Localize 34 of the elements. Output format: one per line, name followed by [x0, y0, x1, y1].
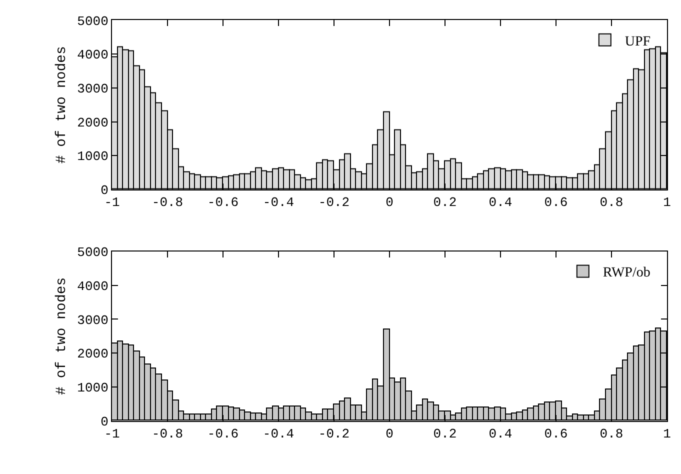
- x-tick-label: 1: [663, 426, 672, 442]
- legend-label: RWP/ob: [602, 266, 650, 281]
- y-tick-label: 3000: [77, 81, 108, 96]
- x-tick-label: -0.8: [152, 195, 184, 210]
- y-tick-label: 1000: [77, 149, 108, 164]
- x-tick-label: 0.4: [488, 195, 512, 210]
- x-tick-label: -0.2: [318, 426, 350, 442]
- y-tick-label: 5000: [77, 14, 108, 29]
- x-tick-label: -0.6: [207, 195, 239, 210]
- y-axis-title: # of two nodes: [54, 277, 70, 395]
- legend-label: UPF: [624, 34, 651, 50]
- x-tick-label: -0.8: [152, 426, 184, 442]
- x-tick-label: 0: [386, 195, 394, 210]
- x-tick-label: 0.8: [600, 426, 624, 442]
- x-tick-label: 0.6: [544, 195, 568, 210]
- x-tick-label: 0.2: [433, 195, 457, 210]
- y-tick-label: 5000: [77, 245, 108, 260]
- x-tick-label: 0.6: [544, 426, 568, 442]
- x-tick-label: -0.4: [262, 426, 294, 442]
- y-tick-label: 2000: [77, 346, 108, 362]
- y-tick-label: 4000: [77, 48, 108, 63]
- x-tick-label: -0.4: [262, 195, 294, 210]
- x-tick-label: 0: [386, 426, 394, 442]
- y-axis-title: # of two nodes: [54, 46, 70, 164]
- y-tick-label: 1000: [77, 380, 108, 396]
- y-tick-label: 4000: [77, 278, 108, 294]
- y-tick-label: 2000: [77, 115, 108, 130]
- x-tick-label: 0.4: [488, 426, 512, 442]
- x-tick-label: 0.8: [600, 195, 624, 210]
- x-tick-label: -0.2: [318, 195, 350, 210]
- x-tick-label: 1: [663, 195, 672, 210]
- x-tick-label: 0.2: [433, 426, 457, 442]
- x-tick-label: -0.6: [207, 426, 239, 442]
- y-tick-label: 3000: [77, 312, 108, 328]
